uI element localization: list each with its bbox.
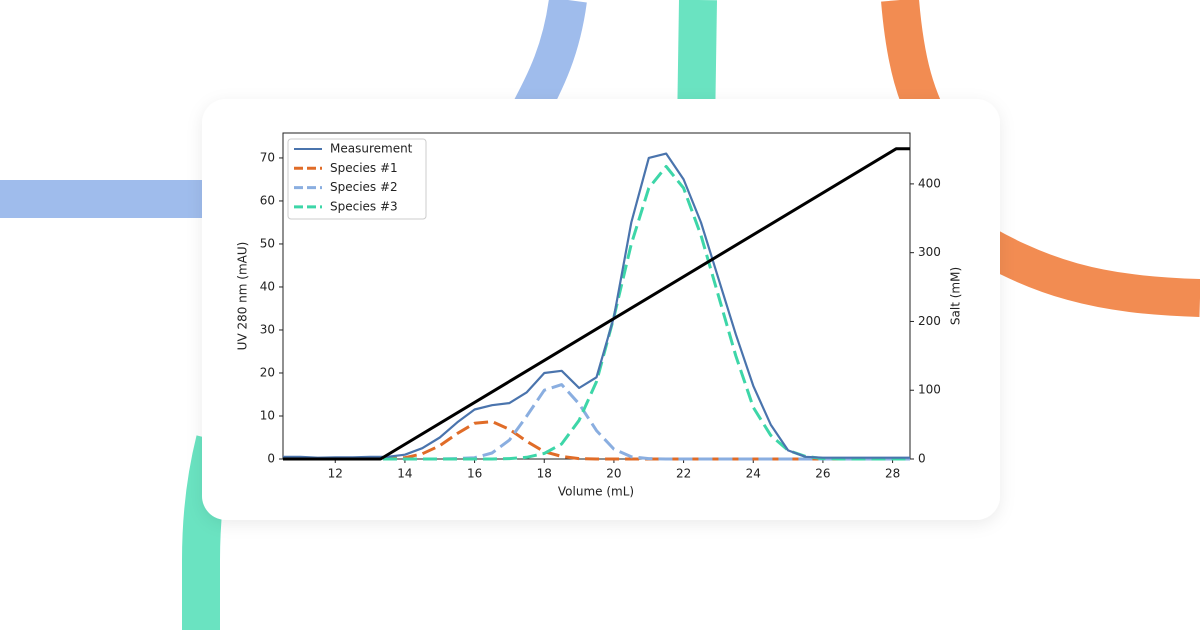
legend-label: Species #1 (330, 161, 398, 175)
x-tick-label: 20 (606, 467, 621, 481)
y-tick-label: 30 (260, 322, 275, 336)
y-tick-label: 70 (260, 150, 275, 164)
x-tick-label: 26 (815, 467, 830, 481)
x-tick-label: 22 (676, 467, 691, 481)
y2-tick-label: 100 (918, 383, 941, 397)
y2-tick-label: 200 (918, 314, 941, 328)
x-tick-label: 16 (467, 467, 482, 481)
y2-axis-label: Salt (mM) (949, 267, 963, 325)
y2-tick-label: 0 (918, 452, 926, 466)
y-axis-label: UV 280 nm (mAU) (236, 242, 250, 351)
legend-label: Measurement (330, 142, 413, 156)
legend-label: Species #2 (330, 180, 398, 194)
series-line (283, 147, 910, 461)
y2-tick-label: 300 (918, 245, 941, 259)
x-tick-label: 28 (885, 467, 900, 481)
y2-tick-label: 400 (918, 176, 941, 190)
x-axis-label: Volume (mL) (558, 485, 634, 499)
legend-label: Species #3 (330, 199, 398, 213)
x-tick-label: 18 (537, 467, 552, 481)
y-tick-label: 40 (260, 279, 275, 293)
y-tick-label: 60 (260, 193, 275, 207)
legend-box (287, 138, 427, 220)
series-line (283, 152, 910, 459)
y-tick-label: 0 (267, 452, 275, 466)
y-tick-label: 50 (260, 236, 275, 250)
y-tick-label: 20 (260, 365, 275, 379)
x-tick-label: 12 (328, 467, 343, 481)
x-tick-label: 24 (746, 467, 761, 481)
x-tick-label: 14 (397, 467, 412, 481)
y-tick-label: 10 (260, 408, 275, 422)
